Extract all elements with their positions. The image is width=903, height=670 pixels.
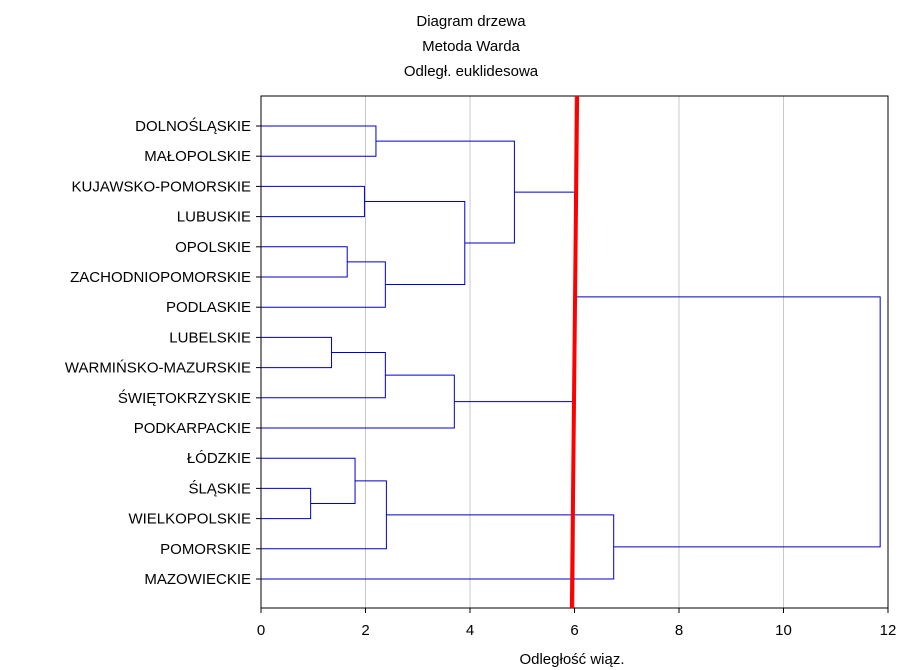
- x-tick-label: 12: [880, 622, 897, 639]
- merge-bracket: [261, 336, 333, 369]
- leaf-label: ŁÓDZKIE: [187, 450, 251, 467]
- x-tick-label: 0: [257, 622, 265, 639]
- leaf-label: KUJAWSKO-POMORSKIE: [72, 178, 251, 195]
- chart-title: Diagram drzewa Metoda Warda Odległ. eukl…: [404, 13, 539, 80]
- leaf-label: OPOLSKIE: [175, 239, 251, 256]
- leaf-label: ŚLĄSKIE: [188, 479, 251, 497]
- x-tick-label: 2: [361, 622, 369, 639]
- leaf-label: DOLNOŚLĄSKIE: [135, 117, 251, 135]
- merge-bracket: [261, 352, 386, 399]
- cut-line: [569, 95, 580, 609]
- x-axis-ticks: 0 2 4 6 8 10 12: [257, 608, 897, 639]
- merge-bracket: [261, 514, 615, 580]
- merge-bracket: [261, 480, 387, 550]
- merge-bracket: [375, 140, 515, 244]
- merge-bracket: [261, 374, 455, 429]
- leaf-label: MAZOWIECKIE: [144, 571, 251, 588]
- dendrogram-tree: [261, 125, 881, 580]
- merge-bracket: [261, 185, 365, 218]
- merge-bracket: [261, 246, 348, 278]
- x-axis-label: Odległość wiąz.: [519, 651, 624, 668]
- merge-bracket: [261, 125, 377, 157]
- leaf-label: PODKARPACKIE: [134, 420, 251, 437]
- leaf-label: PODLASKIE: [166, 299, 251, 316]
- x-tick-label: 6: [570, 622, 578, 639]
- leaf-label: LUBELSKIE: [169, 329, 251, 346]
- leaf-label: ŚWIĘTOKRZYSKIE: [118, 389, 251, 407]
- merge-bracket: [364, 201, 466, 286]
- leaf-label: MAŁOPOLSKIE: [144, 148, 251, 165]
- leaf-label: LUBUSKIE: [177, 209, 251, 226]
- title-line-1: Diagram drzewa: [416, 13, 526, 30]
- x-tick-label: 10: [775, 622, 792, 639]
- leaf-label: WARMIŃSKO-MAZURSKIE: [65, 360, 251, 377]
- merge-bracket: [261, 261, 386, 308]
- merge-bracket: [261, 457, 356, 504]
- merge-bracket: [574, 296, 881, 548]
- title-line-2: Metoda Warda: [422, 38, 520, 55]
- leaf-label: ZACHODNIOPOMORSKIE: [70, 269, 251, 286]
- x-tick-label: 8: [675, 622, 683, 639]
- x-tick-label: 4: [466, 622, 474, 639]
- leaf-labels: DOLNOŚLĄSKIE MAŁOPOLSKIE KUJAWSKO-POMORSKI…: [65, 117, 261, 588]
- merge-bracket: [261, 487, 312, 520]
- leaf-label: WIELKOPOLSKIE: [128, 511, 251, 528]
- leaf-label: POMORSKIE: [160, 541, 251, 558]
- title-line-3: Odległ. euklidesowa: [404, 63, 539, 80]
